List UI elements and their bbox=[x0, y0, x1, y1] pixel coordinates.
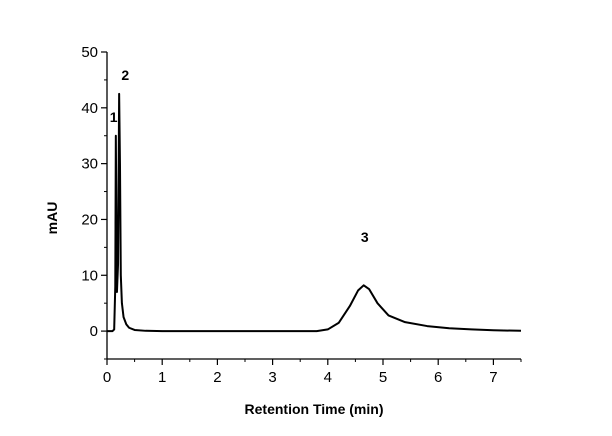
y-tick-label: 20 bbox=[81, 211, 98, 228]
peak-label: 3 bbox=[361, 229, 369, 245]
chromatogram-trace bbox=[107, 92, 522, 333]
y-tick-label: 50 bbox=[81, 44, 98, 61]
y-tick-label: 40 bbox=[81, 100, 98, 117]
x-tick-label: 1 bbox=[158, 369, 166, 386]
annotations: 1 2 3 bbox=[110, 67, 369, 245]
peak-label: 2 bbox=[121, 67, 129, 83]
x-tick-label: 3 bbox=[268, 369, 276, 386]
x-tick-label: 0 bbox=[103, 369, 111, 386]
x-tick-label: 2 bbox=[213, 369, 221, 386]
axes bbox=[106, 52, 521, 360]
x-axis-title: Retention Time (min) bbox=[245, 401, 384, 417]
series-layer bbox=[107, 92, 522, 333]
y-tick-label: 30 bbox=[81, 156, 98, 173]
x-tick-label: 6 bbox=[434, 369, 442, 386]
ticks: 0 10 20 30 40 50 0 1 2 3 4 5 6 7 bbox=[81, 44, 522, 386]
x-tick-label: 4 bbox=[324, 369, 332, 386]
y-axis-title: mAU bbox=[44, 202, 60, 235]
y-tick-label: 10 bbox=[81, 267, 98, 284]
peak-label: 1 bbox=[110, 109, 118, 125]
x-tick-label: 5 bbox=[379, 369, 387, 386]
y-tick-label: 0 bbox=[90, 323, 98, 340]
x-tick-label: 7 bbox=[489, 369, 497, 386]
